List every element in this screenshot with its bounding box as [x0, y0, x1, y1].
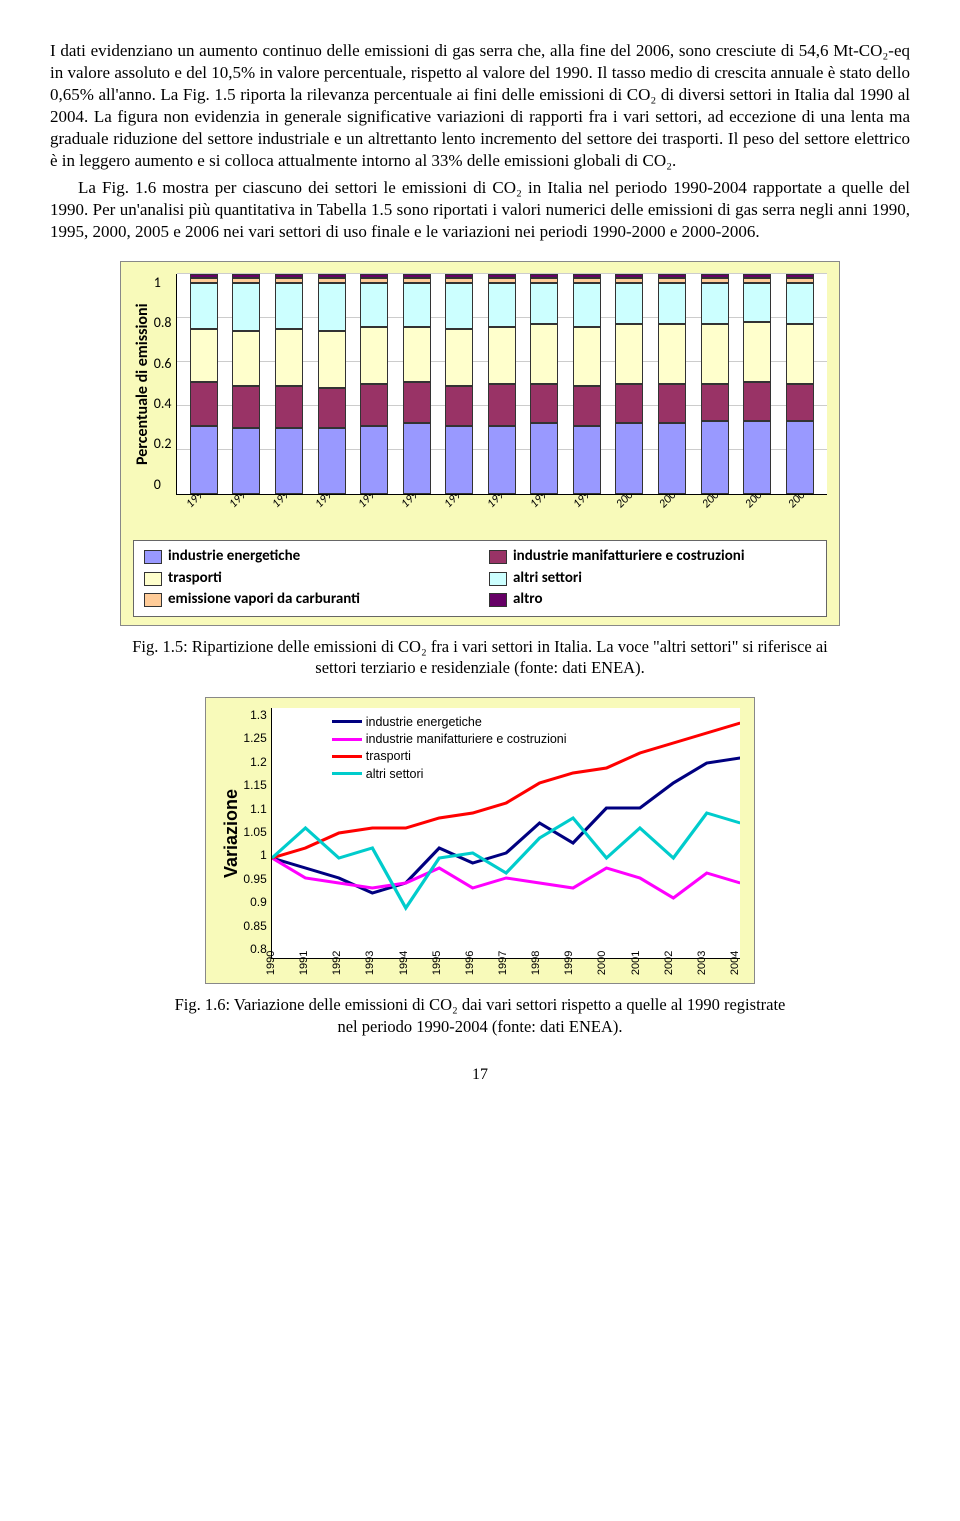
fig15-bar — [275, 274, 303, 494]
fig15-ylabel: Percentuale di emissioni — [133, 274, 154, 495]
fig15-bar — [658, 274, 686, 494]
fig15-bar — [403, 274, 431, 494]
figure-1-5: Percentuale di emissioni 00.20.40.60.81 … — [120, 261, 840, 626]
legend-item: industrie manifatturiere e costruzioni — [489, 547, 816, 567]
legend-item: altro — [489, 590, 816, 610]
fig16-frame: Variazione 0.80.850.90.9511.051.11.151.2… — [205, 697, 755, 984]
fig16-xaxis: 1990199119921993199419951996199719981999… — [266, 963, 740, 977]
fig16-caption: Fig. 1.6: Variazione delle emissioni di … — [170, 994, 790, 1037]
fig15-bar — [318, 274, 346, 494]
page-number: 17 — [50, 1065, 910, 1086]
fig15-yaxis: 00.20.40.60.81 — [154, 274, 176, 494]
fig15-plot-area — [176, 274, 827, 495]
fig15-frame: Percentuale di emissioni 00.20.40.60.81 … — [120, 261, 840, 626]
fig16-plot-area: industrie energeticheindustrie manifattu… — [271, 708, 740, 959]
fig15-bar — [488, 274, 516, 494]
fig15-bar — [743, 274, 771, 494]
fig15-caption: Fig. 1.5: Ripartizione delle emissioni d… — [110, 636, 850, 679]
body-paragraph-2: La Fig. 1.6 mostra per ciascuno dei sett… — [50, 177, 910, 243]
fig15-bar — [786, 274, 814, 494]
legend-item: trasporti — [144, 569, 471, 589]
fig15-bar — [445, 274, 473, 494]
fig15-bar — [232, 274, 260, 494]
legend-item: altri settori — [489, 569, 816, 589]
fig15-bar — [530, 274, 558, 494]
legend-item: emissione vapori da carburanti — [144, 590, 471, 610]
legend-item: trasporti — [332, 748, 567, 764]
fig15-bar — [190, 274, 218, 494]
fig15-bar — [573, 274, 601, 494]
fig16-line-altri_settori — [272, 813, 740, 908]
fig15-xaxis: 1990199119921993199419951996199719981999… — [181, 499, 827, 515]
fig16-legend: industrie energeticheindustrie manifattu… — [332, 714, 567, 783]
fig15-bar — [701, 274, 729, 494]
legend-item: industrie energetiche — [144, 547, 471, 567]
legend-item: altri settori — [332, 766, 567, 782]
fig15-bar — [360, 274, 388, 494]
fig15-bar — [615, 274, 643, 494]
fig16-ylabel: Variazione — [220, 789, 243, 878]
fig15-legend: industrie energetiche industrie manifattu… — [133, 540, 827, 617]
figure-1-6: Variazione 0.80.850.90.9511.051.11.151.2… — [120, 697, 840, 984]
legend-item: industrie energetiche — [332, 714, 567, 730]
body-paragraph-1: I dati evidenziano un aumento continuo d… — [50, 40, 910, 173]
fig16-yaxis: 0.80.850.90.9511.051.11.151.21.251.3 — [243, 708, 270, 958]
legend-item: industrie manifatturiere e costruzioni — [332, 731, 567, 747]
